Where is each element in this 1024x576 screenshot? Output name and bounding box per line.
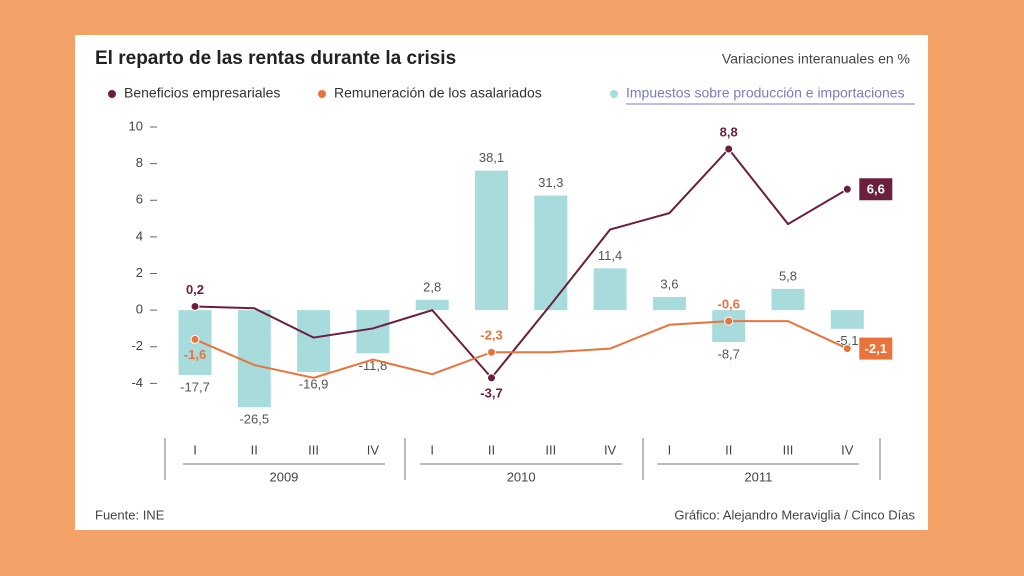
point-value-label: -2,1 (865, 341, 887, 356)
bar (415, 299, 449, 311)
year-label: 2010 (507, 469, 536, 484)
label-box (859, 337, 893, 360)
y-tick-label: 0 (136, 302, 143, 317)
year-label: 2011 (744, 469, 772, 484)
x-tick-label: IV (367, 442, 380, 457)
x-tick-label: I (193, 442, 197, 457)
bar-value-label: 3,6 (660, 276, 678, 291)
point (487, 347, 496, 357)
subtitle: Variaciones interanuales en % (722, 51, 910, 67)
x-tick-label: III (783, 442, 794, 457)
legend-label: Beneficios empresariales (124, 85, 280, 101)
bar (771, 288, 805, 311)
x-tick-label: II (488, 442, 495, 457)
bar-value-label: 11,4 (598, 248, 622, 263)
point-value-label: -0,6 (717, 297, 739, 312)
point (190, 301, 200, 311)
y-tick-label: 8 (136, 155, 143, 170)
point-value-label: -1,6 (184, 347, 206, 362)
point (724, 144, 734, 154)
bar (652, 296, 686, 311)
bar (237, 310, 271, 408)
credit: Gráfico: Alejandro Meraviglia / Cinco Dí… (674, 507, 915, 522)
y-tick-label: 6 (136, 192, 143, 207)
bar-value-label: 5,8 (779, 268, 797, 283)
y-tick-label: 10 (129, 118, 143, 133)
bar (534, 195, 568, 311)
chart-title: El reparto de las rentas durante la cris… (95, 48, 456, 69)
bar (297, 310, 331, 373)
x-tick-label: IV (841, 442, 854, 457)
bar-value-label: -5,1 (836, 333, 858, 348)
point-value-label: 6,6 (867, 182, 885, 197)
y-tick-label: 2 (136, 265, 143, 280)
bar-value-label: -26,5 (239, 412, 269, 427)
point-value-label: 0,2 (186, 282, 204, 297)
point (190, 334, 200, 344)
legend-label: Remuneración de los asalariados (334, 85, 542, 101)
line (194, 320, 848, 379)
point-value-label: 8,8 (720, 124, 738, 139)
source: Fuente: INE (95, 507, 165, 522)
point (842, 184, 852, 194)
legend-label: Impuestos sobre producción e importacion… (626, 85, 905, 101)
y-tick-label: -2 (131, 338, 143, 353)
bar (475, 170, 508, 311)
bar-value-label: 31,3 (538, 175, 563, 190)
point (724, 316, 734, 326)
label-box (859, 178, 893, 201)
bar (830, 310, 864, 329)
bar-value-label: -16,9 (299, 376, 329, 391)
x-tick-label: I (668, 442, 672, 457)
x-tick-label: III (545, 442, 556, 457)
y-tick-label: 4 (136, 228, 143, 243)
bar-value-label: -8,7 (717, 346, 739, 361)
bar-value-label: 2,8 (423, 279, 441, 294)
legend-marker (318, 90, 326, 98)
year-label: 2009 (269, 469, 298, 484)
x-tick-label: III (308, 442, 319, 457)
bar (712, 310, 746, 342)
point (487, 373, 496, 383)
bar (356, 310, 390, 354)
y-tick-label: -4 (131, 375, 143, 390)
point-value-label: -3,7 (480, 385, 502, 400)
line (194, 147, 848, 380)
x-tick-label: IV (604, 442, 617, 457)
bar-value-label: -17,7 (180, 379, 210, 394)
x-tick-label: I (430, 442, 434, 457)
point-value-label: -2,3 (480, 328, 502, 343)
legend-marker (610, 90, 618, 98)
point (842, 344, 852, 354)
legend-marker (108, 90, 116, 98)
bar (593, 268, 627, 311)
x-tick-label: II (725, 442, 732, 457)
x-tick-label: II (251, 442, 258, 457)
bar-value-label: 38,1 (479, 150, 504, 165)
